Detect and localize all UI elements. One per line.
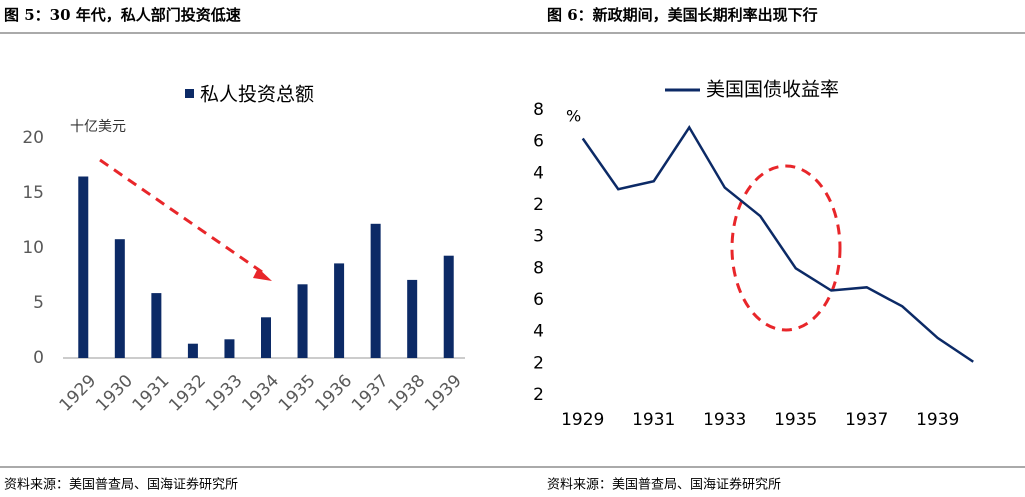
y-tick-label: 0 (33, 348, 44, 368)
legend-label: 美国国债收益率 (706, 79, 839, 101)
x-tick-label: 1933 (703, 410, 746, 430)
bar (297, 284, 308, 358)
x-tick-label: 1936 (311, 371, 356, 416)
y-tick-label: 6 (533, 290, 544, 310)
x-tick-label: 1937 (348, 371, 393, 416)
y-tick-label: 10 (22, 238, 44, 258)
source: 资料来源：美国普查局、国海证券研究所 (547, 477, 781, 493)
bar (334, 263, 345, 358)
bar (224, 339, 235, 358)
x-tick-label: 1932 (165, 371, 210, 416)
bar (187, 343, 198, 358)
legend-label: 私人投资总额 (200, 84, 314, 106)
legend-swatch (185, 89, 194, 98)
y-tick-label: 8 (533, 258, 544, 278)
chart-title: 图 5：30 年代，私人部门投资低速 (4, 6, 241, 24)
y-tick-label: 20 (22, 128, 44, 148)
y-tick-label: 6 (533, 132, 544, 152)
x-tick-label: 1931 (632, 410, 675, 430)
bar (261, 317, 271, 358)
y-tick-label: 3 (533, 227, 544, 247)
bar (151, 293, 162, 358)
y-tick-label: 8 (533, 100, 544, 120)
x-tick-label: 1938 (385, 371, 430, 416)
x-tick-label: 1929 (56, 371, 101, 416)
x-tick-label: 1933 (202, 371, 247, 416)
bar (407, 279, 418, 358)
bar (114, 239, 125, 358)
series-line (581, 125, 974, 363)
y-tick-label: 2 (533, 353, 544, 373)
bar (443, 255, 454, 358)
x-tick-label: 1930 (92, 371, 137, 416)
bar (370, 223, 381, 358)
y-axis-label: % (566, 107, 581, 126)
x-tick-label: 1937 (845, 410, 888, 430)
y-tick-label: 4 (533, 322, 544, 342)
y-tick-label: 4 (533, 163, 544, 183)
chart-title: 图 6：新政期间，美国长期利率出现下行 (547, 6, 818, 24)
x-tick-label: 1929 (561, 410, 604, 430)
x-tick-label: 1939 (421, 371, 466, 416)
x-tick-label: 1931 (129, 371, 174, 416)
arrow-head (253, 268, 272, 281)
x-tick-label: 1934 (238, 371, 283, 416)
highlight-ellipse (730, 164, 842, 332)
y-tick-label: 5 (33, 293, 44, 313)
y-tick-label: 2 (533, 195, 544, 215)
y-tick-label: 15 (22, 183, 44, 203)
x-tick-label: 1935 (275, 371, 320, 416)
y-tick-label: 2 (533, 385, 544, 405)
x-tick-label: 1935 (774, 410, 817, 430)
y-axis-label: 十亿美元 (70, 119, 126, 135)
source: 资料来源：美国普查局、国海证券研究所 (4, 477, 238, 493)
x-tick-label: 1939 (916, 410, 959, 430)
bar (78, 176, 89, 358)
